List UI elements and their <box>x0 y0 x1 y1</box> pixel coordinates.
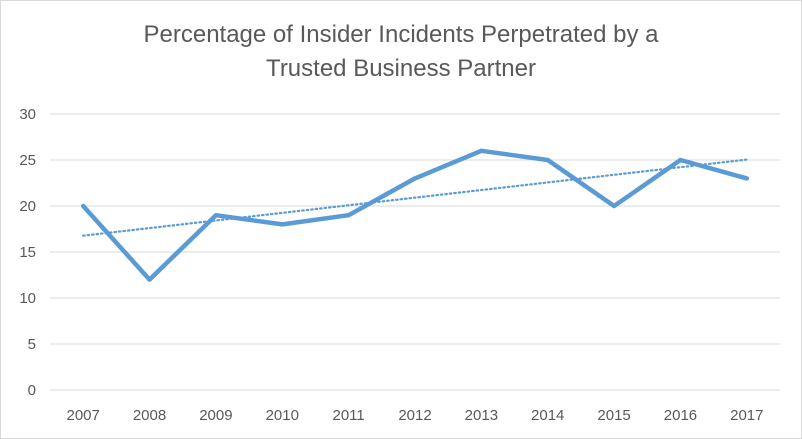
x-tick-label: 2017 <box>730 407 763 424</box>
x-tick-label: 2009 <box>199 407 232 424</box>
x-tick-label: 2008 <box>133 407 166 424</box>
data-point <box>744 176 749 181</box>
data-point <box>213 213 218 218</box>
chart-title: Percentage of Insider Incidents Perpetra… <box>0 18 802 86</box>
chart-title-line-1: Percentage of Insider Incidents Perpetra… <box>143 21 659 48</box>
y-tick-label: 0 <box>28 382 36 399</box>
data-point <box>413 176 417 181</box>
data-point <box>280 222 285 227</box>
y-tick-label: 15 <box>19 244 36 261</box>
y-tick-label: 30 <box>19 106 36 123</box>
data-point <box>612 204 617 208</box>
x-tick-label: 2012 <box>398 407 431 424</box>
x-tick-label: 2011 <box>333 407 365 424</box>
data-point <box>81 204 86 208</box>
chart-title-line-2: Trusted Business Partner <box>266 55 536 82</box>
x-tick-label: 2007 <box>66 407 99 424</box>
x-tick-label: 2015 <box>597 407 630 424</box>
y-tick-label: 25 <box>19 152 36 169</box>
trendline <box>82 158 748 237</box>
y-tick-label: 5 <box>28 336 36 353</box>
data-point <box>479 148 484 153</box>
x-tick-label: 2014 <box>531 407 564 424</box>
y-tick-label: 10 <box>19 290 36 307</box>
data-point <box>147 277 152 282</box>
data-point <box>346 213 351 218</box>
x-tick-label: 2013 <box>465 407 498 424</box>
x-tick-label: 2016 <box>664 407 697 424</box>
data-point <box>545 158 550 162</box>
data-point <box>678 158 683 162</box>
y-tick-label: 20 <box>19 198 36 215</box>
x-tick-label: 2010 <box>266 407 299 424</box>
